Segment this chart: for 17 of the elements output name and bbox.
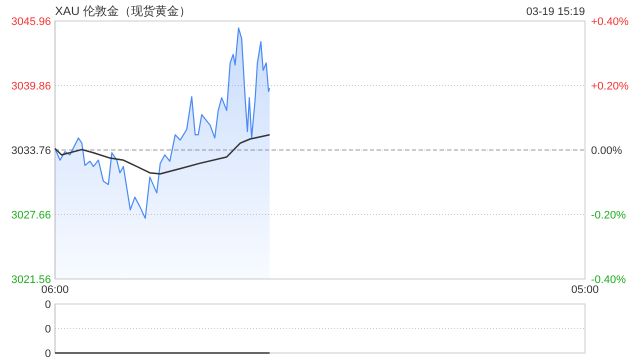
chart-title: XAU 伦敦金（现货黄金）	[55, 4, 192, 18]
y-tick-label: 3033.76	[11, 145, 51, 157]
text: 03-19 15:19	[526, 6, 585, 18]
y2-tick-label: -0.20%	[591, 210, 626, 222]
y-tick-label: 3027.66	[11, 210, 51, 222]
y-tick-label: 0	[44, 348, 51, 360]
y-tick-label: 3039.86	[11, 80, 51, 92]
x-tick-label: 05:00	[571, 284, 599, 296]
y2-tick-label: +0.40%	[591, 16, 629, 28]
y2-tick-label: 0.00%	[591, 145, 622, 157]
y-tick-label: 3021.56	[11, 274, 51, 286]
x-tick-label: 06:00	[41, 284, 69, 296]
y-tick-label: 0	[44, 324, 51, 336]
y-tick-label: 0	[44, 299, 51, 311]
y2-tick-label: -0.40%	[591, 274, 626, 286]
y-tick-label: 3045.96	[11, 16, 51, 28]
y2-tick-label: +0.20%	[591, 80, 629, 92]
